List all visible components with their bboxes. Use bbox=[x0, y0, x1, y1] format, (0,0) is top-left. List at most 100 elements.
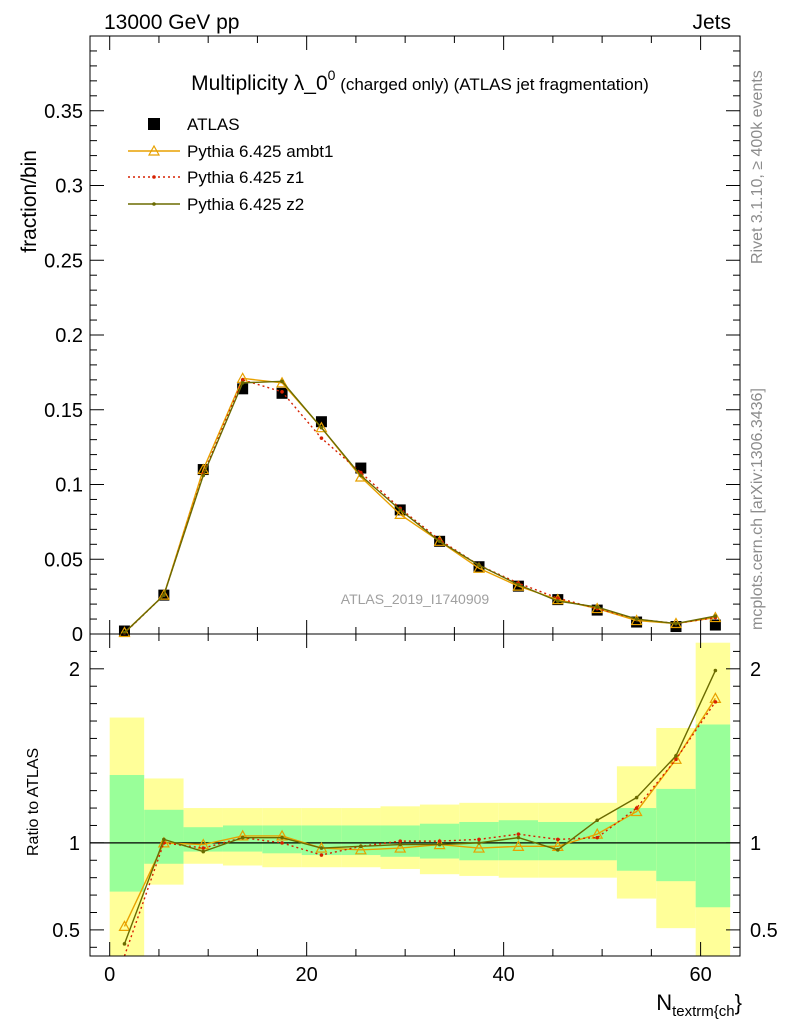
uncertainty-band-green bbox=[301, 825, 342, 856]
data-point bbox=[556, 837, 560, 842]
data-point bbox=[118, 920, 131, 932]
data-point bbox=[152, 175, 156, 179]
ratio-ylabel: Ratio to ATLAS bbox=[25, 748, 42, 856]
data-point bbox=[437, 539, 442, 544]
data-point bbox=[674, 757, 678, 762]
series-line bbox=[123, 377, 716, 634]
x-tick-label: 40 bbox=[493, 964, 515, 986]
data-point bbox=[276, 829, 289, 841]
legend-swatch bbox=[148, 118, 160, 130]
data-point bbox=[240, 835, 245, 840]
data-point bbox=[355, 462, 367, 474]
data-point bbox=[437, 839, 442, 843]
xlabel-main: N bbox=[656, 990, 672, 1015]
data-point bbox=[472, 841, 486, 853]
data-point bbox=[394, 841, 407, 853]
uncertainty-band-green bbox=[656, 788, 696, 882]
data-point bbox=[630, 614, 643, 626]
data-point bbox=[398, 508, 403, 512]
legend-label: Pythia 6.425 ambt1 bbox=[187, 142, 333, 161]
header-left: 13000 GeV pp bbox=[104, 11, 239, 34]
data-point bbox=[634, 806, 639, 810]
legend-label: Pythia 6.425 z2 bbox=[187, 195, 304, 214]
uncertainty-band-green bbox=[109, 774, 145, 892]
uncertainty-band-green bbox=[341, 825, 381, 856]
series-pythia-6-425-ambt1 bbox=[118, 372, 722, 638]
data-point bbox=[147, 144, 161, 156]
ratio-frame bbox=[89, 633, 741, 957]
main-ylabel: fraction/bin bbox=[18, 150, 41, 253]
ratio-xlabel: Ntextrm{ch} bbox=[656, 990, 742, 1020]
data-point bbox=[477, 837, 481, 842]
data-point bbox=[713, 700, 718, 704]
data-point bbox=[634, 617, 639, 621]
data-point bbox=[595, 605, 599, 609]
data-point bbox=[472, 561, 486, 573]
title-rest: (charged only) (ATLAS jet fragmentation) bbox=[335, 75, 648, 94]
data-point bbox=[631, 616, 643, 628]
data-point bbox=[157, 588, 170, 600]
data-point bbox=[670, 621, 682, 633]
side-label-mcplots: mcplots.cern.ch [arXiv:1306.3436] bbox=[749, 388, 766, 630]
y-tick-label: 0.3 bbox=[55, 176, 83, 198]
y-tick-label: 0.2 bbox=[55, 325, 83, 347]
legend-label: ATLAS bbox=[187, 115, 240, 134]
data-point bbox=[359, 473, 363, 478]
data-point bbox=[709, 619, 721, 631]
series-line bbox=[123, 378, 716, 634]
data-point bbox=[398, 839, 403, 843]
data-point bbox=[595, 818, 599, 823]
data-point bbox=[315, 421, 328, 433]
y-tick-label: 0.5 bbox=[52, 920, 80, 942]
y-tick-label: 1 bbox=[69, 833, 80, 855]
data-point bbox=[512, 840, 525, 851]
series-pythia-6-425-ambt1 bbox=[118, 692, 722, 932]
header-right: Jets bbox=[692, 11, 731, 34]
data-point bbox=[398, 842, 403, 847]
y-tick-label-right: 0.5 bbox=[750, 920, 778, 942]
series-line bbox=[123, 701, 716, 957]
data-point bbox=[118, 626, 131, 638]
data-point bbox=[152, 202, 156, 206]
series-line bbox=[123, 670, 717, 945]
main-plot: 0 0.05 0.1 0.15 0.2 0.25 0.3 0.35 Multiplicity … bbox=[18, 35, 741, 646]
data-point bbox=[634, 795, 639, 800]
data-point bbox=[201, 473, 206, 478]
data-point bbox=[477, 563, 481, 568]
data-point bbox=[516, 835, 521, 840]
data-point bbox=[157, 836, 170, 848]
data-point bbox=[276, 376, 289, 388]
data-point bbox=[280, 379, 284, 384]
data-point bbox=[516, 582, 521, 587]
legend-label: Pythia 6.425 z1 bbox=[187, 168, 304, 187]
data-point bbox=[201, 846, 206, 850]
data-point bbox=[240, 381, 245, 385]
y-tick-label: 0.35 bbox=[44, 101, 83, 123]
title-main: Multiplicity λ_0 bbox=[191, 72, 328, 95]
data-point bbox=[122, 942, 127, 946]
title-superscript: 0 bbox=[328, 67, 336, 83]
data-point bbox=[556, 599, 560, 603]
legend: ATLAS Pythia 6.425 ambt1 Pythia 6.425 z1 Py… bbox=[128, 115, 333, 214]
data-point bbox=[201, 849, 206, 854]
x-tick-label: 0 bbox=[104, 964, 115, 986]
data-point bbox=[236, 829, 249, 841]
y-tick-label: 0 bbox=[72, 624, 83, 646]
data-point bbox=[354, 470, 367, 482]
side-label-rivet: Rivet 3.1.10, ≥ 400k events bbox=[749, 70, 766, 264]
analysis-watermark: ATLAS_2019_I1740909 bbox=[341, 591, 490, 607]
plot-title: Multiplicity λ_00 (charged only) (ATLAS … bbox=[191, 67, 649, 95]
data-point bbox=[551, 593, 564, 605]
legend-item: Pythia 6.425 z1 bbox=[128, 168, 304, 187]
legend-item: Pythia 6.425 z2 bbox=[128, 195, 304, 214]
data-point bbox=[280, 841, 284, 845]
x-tick-label: 60 bbox=[689, 964, 711, 986]
data-point bbox=[354, 843, 367, 855]
y-tick-label-right: 1 bbox=[750, 833, 761, 855]
data-point bbox=[319, 846, 324, 850]
series-line bbox=[123, 380, 716, 634]
y-tick-label: 0.1 bbox=[55, 475, 83, 497]
xlabel-tail: } bbox=[735, 990, 742, 1015]
data-point bbox=[595, 835, 599, 840]
